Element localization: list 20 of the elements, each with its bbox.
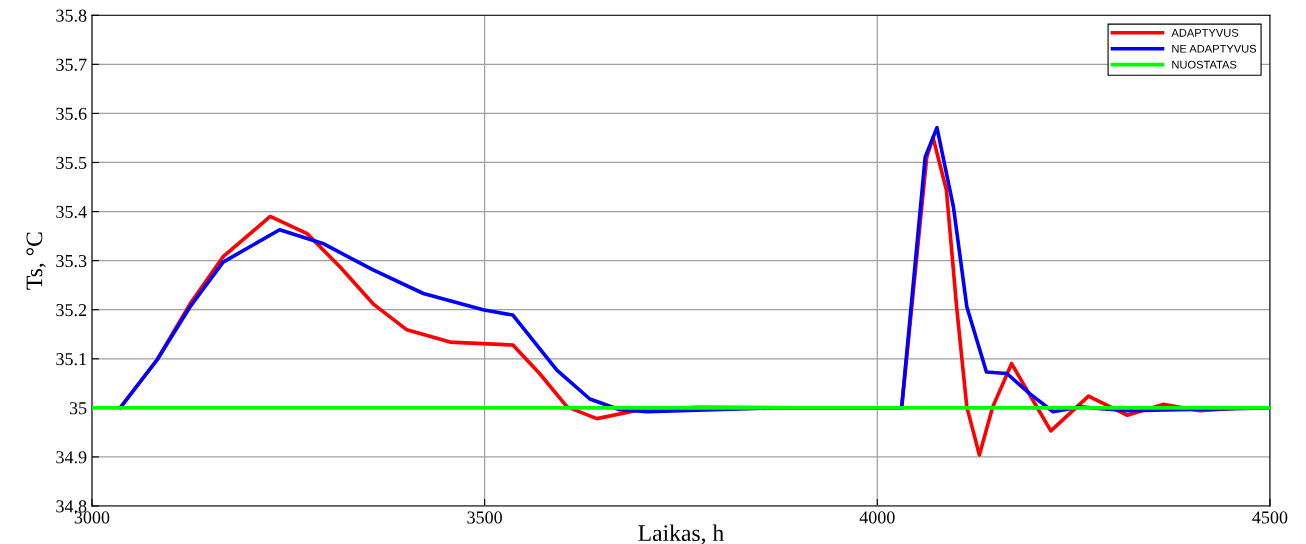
legend-label: NE ADAPTYVUS bbox=[1172, 44, 1257, 53]
x-tick-label: 3500 bbox=[467, 511, 502, 524]
y-tick-label: 35.8 bbox=[56, 9, 87, 22]
y-tick-label: 35.2 bbox=[56, 304, 87, 317]
y-tick-label: 34.8 bbox=[56, 500, 87, 513]
x-tick-label: 3000 bbox=[74, 511, 110, 524]
x-tick-label: 4000 bbox=[859, 511, 895, 524]
y-tick-label: 34.9 bbox=[56, 451, 87, 464]
y-tick-label: 35.4 bbox=[56, 205, 87, 219]
x-tick-label: 4500 bbox=[1252, 511, 1288, 524]
y-tick-label: 35.6 bbox=[56, 107, 87, 120]
y-tick-label: 35.1 bbox=[56, 353, 86, 366]
y-tick-label: 35 bbox=[69, 402, 87, 415]
y-tick-label: 35.7 bbox=[56, 58, 87, 71]
legend-label: ADAPTYVUS bbox=[1171, 28, 1239, 37]
y-tick-label: 35.3 bbox=[56, 254, 87, 268]
x-axis-title: Laikas, h bbox=[638, 524, 724, 544]
y-axis-title: Ts, °C bbox=[26, 232, 46, 290]
legend-label: NUOSTATAS bbox=[1172, 60, 1237, 69]
y-tick-label: 35.5 bbox=[56, 156, 87, 170]
